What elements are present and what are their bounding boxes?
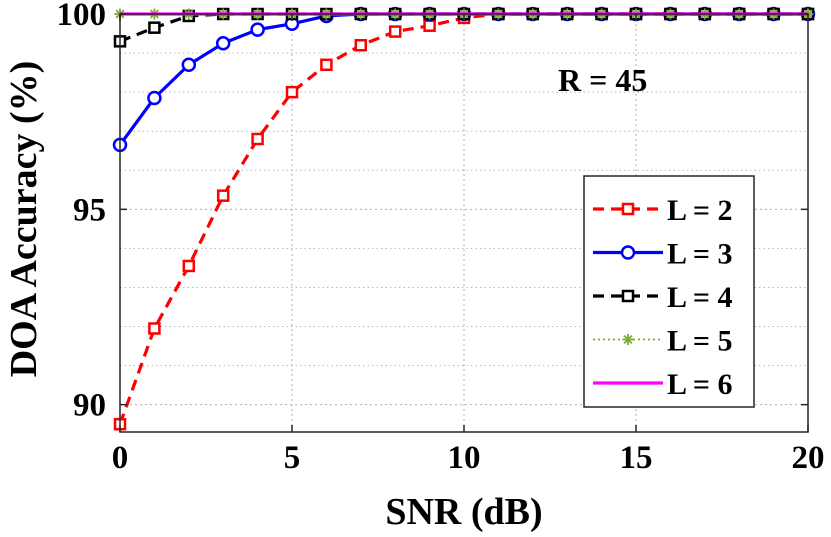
asterisk-stroke — [623, 334, 633, 345]
legend-marker — [621, 289, 635, 303]
x-tick-label: 15 — [620, 440, 653, 476]
x-tick-label: 10 — [448, 440, 481, 476]
legend-item: L = 2 — [593, 194, 732, 227]
data-point — [148, 322, 161, 335]
legend-item: L = 5 — [593, 325, 732, 358]
ticks — [119, 13, 809, 432]
data-point — [148, 21, 161, 34]
x-tick-label: 5 — [284, 440, 301, 476]
legend-marker — [622, 334, 634, 345]
legend-label: L = 6 — [667, 368, 732, 401]
y-tick-label: 90 — [73, 388, 106, 424]
data-point — [147, 90, 162, 106]
legend-item: L = 4 — [593, 281, 732, 314]
data-point — [251, 132, 264, 146]
x-tick-label: 20 — [792, 440, 825, 476]
legend-marker — [620, 245, 636, 260]
legend: L = 2 L = 3 L = 4 L = 5 L = 6 — [583, 175, 755, 408]
data-point — [388, 25, 402, 38]
r-annotation: R = 45 — [558, 62, 647, 98]
legend-box — [583, 175, 755, 408]
data-point — [354, 39, 368, 52]
y-tick-label: 100 — [57, 0, 107, 33]
data-point — [250, 22, 265, 37]
legend-label: L = 2 — [667, 194, 732, 227]
x-tick-label: 0 — [112, 440, 129, 476]
y-axis-label: DOA Accuracy (%) — [3, 61, 45, 378]
data-point — [182, 259, 196, 273]
data-point — [423, 19, 436, 32]
data-point — [320, 58, 333, 72]
legend-label: L = 4 — [667, 281, 732, 314]
x-axis-label: SNR (dB) — [385, 491, 542, 533]
data-point — [285, 85, 299, 99]
tick-labels: 0 5 10 15 20 90 95 100 — [57, 0, 825, 476]
legend-marker — [621, 202, 635, 216]
y-tick-label: 95 — [73, 192, 106, 228]
legend-item: L = 3 — [593, 238, 732, 271]
data-point — [181, 57, 197, 73]
legend-label: L = 3 — [667, 238, 732, 271]
data-point — [215, 36, 231, 51]
legend-item: L = 6 — [593, 368, 732, 401]
legend-label: L = 5 — [667, 325, 732, 358]
data-point — [216, 189, 230, 202]
